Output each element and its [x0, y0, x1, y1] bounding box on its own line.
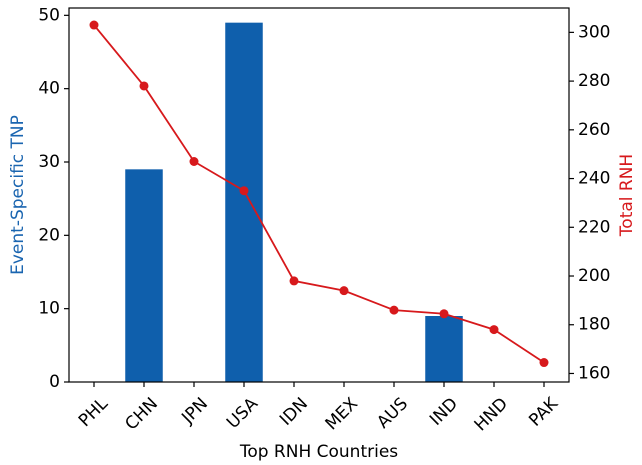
plot-frame	[68, 7, 570, 383]
x-tick-label: PAK	[525, 393, 562, 430]
y-left-tick-label: 20	[38, 225, 60, 245]
line-series	[89, 20, 549, 368]
point-mex	[339, 286, 349, 296]
point-ind	[439, 309, 449, 319]
bar-ind	[425, 316, 463, 382]
y-left-tick-label: 40	[38, 79, 60, 99]
x-axis: PHL CHN JPN USA IDN MEX AUS IND HND PAK	[75, 382, 563, 435]
bar-usa	[225, 22, 263, 383]
x-tick-label: CHN	[121, 394, 162, 435]
y-left-tick-label: 0	[49, 372, 60, 392]
x-tick-label: IND	[426, 394, 462, 430]
x-tick-label: PHL	[75, 394, 113, 432]
y-axis-right: 160 180 200 220 240 260 280 300	[569, 22, 610, 383]
y-right-tick-label: 300	[578, 22, 610, 42]
y-right-tick-label: 240	[578, 169, 610, 189]
point-pak	[539, 358, 549, 368]
point-phl	[89, 20, 99, 30]
line-total-rnh	[93, 24, 545, 364]
y-right-tick-label: 280	[578, 71, 610, 91]
x-tick-label: IDN	[276, 394, 312, 430]
x-tick-label: HND	[471, 394, 512, 435]
bar-chn	[125, 169, 163, 382]
y-right-tick-label: 220	[578, 217, 610, 237]
point-hnd	[489, 325, 499, 335]
y-axis-left-title: Event-Specific TNP	[8, 115, 28, 275]
y-left-tick-label: 10	[38, 299, 60, 319]
y-right-tick-label: 180	[578, 315, 610, 335]
point-chn	[139, 81, 149, 91]
y-axis-right-title: Total RNH	[617, 154, 637, 237]
y-right-tick-label: 160	[578, 363, 610, 383]
x-axis-title: Top RNH Countries	[239, 442, 398, 462]
y-right-tick-label: 200	[578, 266, 610, 286]
point-jpn	[189, 156, 199, 166]
point-aus	[389, 305, 399, 315]
x-tick-label: MEX	[322, 394, 363, 435]
y-left-tick-label: 30	[38, 152, 60, 172]
x-tick-label: JPN	[177, 394, 212, 429]
bar-series	[125, 22, 463, 383]
point-idn	[289, 276, 299, 286]
point-usa	[239, 186, 249, 196]
y-left-tick-label: 50	[38, 5, 60, 25]
x-tick-label: AUS	[373, 394, 412, 433]
y-right-tick-label: 260	[578, 120, 610, 140]
x-tick-label: USA	[223, 394, 262, 433]
y-axis-left: 0 10 20 30 40 50	[38, 5, 69, 392]
